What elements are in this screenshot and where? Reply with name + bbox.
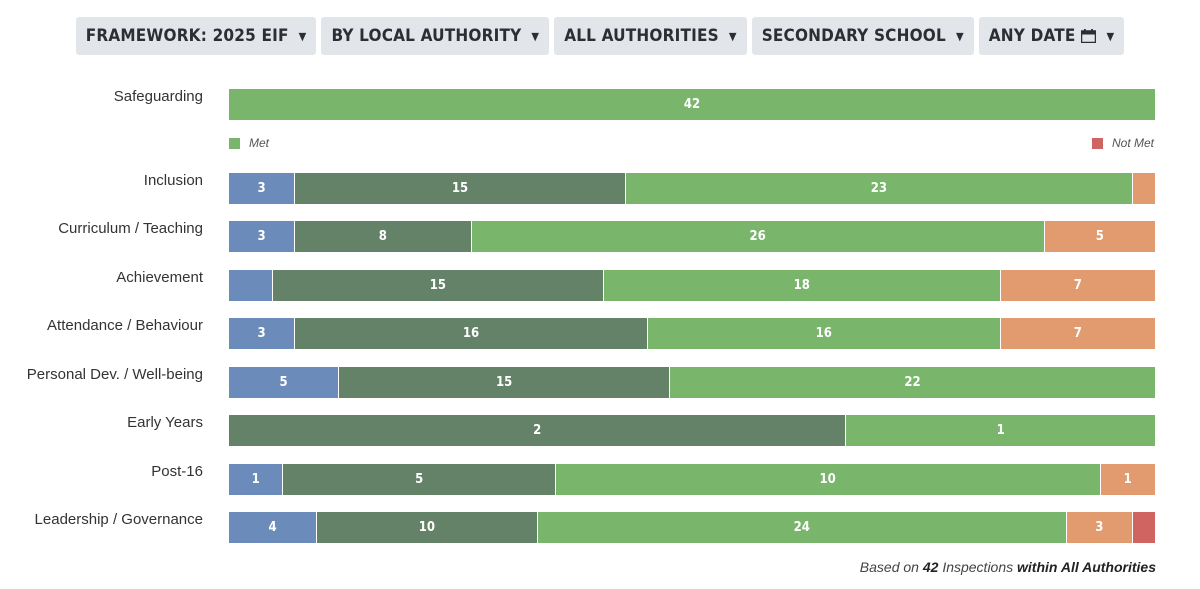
- bar-segment-orange[interactable]: 7: [1000, 270, 1155, 301]
- bar-segment-green[interactable]: 18: [603, 270, 1001, 301]
- calendar-icon: [1081, 29, 1097, 43]
- stacked-bar: 1 5 10 1: [229, 464, 1155, 495]
- filter-bar: FRAMEWORK: 2025 EIF ▼ BY LOCAL AUTHORITY ▼ A…: [0, 17, 1200, 55]
- bar-segment-blue[interactable]: 3: [229, 173, 296, 204]
- filter-label: BY LOCAL AUTHORITY: [331, 26, 522, 46]
- bar-segment-darkgreen[interactable]: 15: [295, 173, 626, 204]
- bar-segment-green[interactable]: 24: [537, 512, 1067, 543]
- stacked-bar: 42: [229, 89, 1155, 120]
- summary-count: 42: [922, 559, 939, 575]
- summary-prefix: Based on: [859, 559, 919, 575]
- bar-segment-orange[interactable]: 3: [1066, 512, 1133, 543]
- bar-segment-orange[interactable]: [1132, 173, 1155, 204]
- caret-down-icon: ▼: [1106, 29, 1115, 43]
- bar-segment-blue[interactable]: 3: [229, 318, 296, 349]
- caret-down-icon: ▼: [298, 29, 307, 43]
- caret-down-icon: ▼: [531, 29, 540, 43]
- bar-segment-orange[interactable]: 5: [1044, 221, 1155, 252]
- bar-segment-blue[interactable]: 5: [229, 367, 340, 398]
- category-label: Achievement: [116, 269, 203, 286]
- bar-segment-darkgreen[interactable]: 2: [229, 415, 847, 446]
- filter-dropdown-2[interactable]: ALL AUTHORITIES ▼: [554, 17, 747, 55]
- category-label: Personal Dev. / Well-being: [26, 366, 203, 383]
- filter-dropdown-1[interactable]: BY LOCAL AUTHORITY ▼: [321, 17, 550, 55]
- legend-not-met-swatch: [1092, 137, 1103, 149]
- legend-not-met: Not Met: [1092, 136, 1154, 150]
- bar-segment-darkgreen[interactable]: 16: [295, 318, 648, 349]
- filter-dropdown-4[interactable]: ANY DATE ▼: [978, 17, 1125, 55]
- category-label: Attendance / Behaviour: [47, 317, 203, 334]
- stacked-bar: 3 8 26 5: [229, 221, 1155, 252]
- legend-met-swatch: [229, 137, 240, 149]
- filter-label: ALL AUTHORITIES: [564, 26, 719, 46]
- category-label: Safeguarding: [113, 88, 203, 105]
- bar-segment-darkgreen[interactable]: 15: [273, 270, 604, 301]
- stacked-bar: 5 15 22: [229, 367, 1155, 398]
- bar-segment-darkgreen[interactable]: 15: [339, 367, 670, 398]
- filter-label: SECONDARY SCHOOL: [761, 26, 946, 46]
- bar-segment-darkgreen[interactable]: 5: [283, 464, 556, 495]
- filter-label: FRAMEWORK: 2025 EIF: [85, 26, 289, 46]
- category-label: Inclusion: [143, 172, 203, 189]
- legend-met: Met: [229, 136, 269, 150]
- bar-segment-darkgreen[interactable]: 10: [317, 512, 538, 543]
- bar-segment-orange[interactable]: 7: [1000, 318, 1155, 349]
- caret-down-icon: ▼: [955, 29, 964, 43]
- bar-segment-blue[interactable]: [229, 270, 274, 301]
- legend-met-label: Met: [249, 136, 270, 150]
- category-label: Curriculum / Teaching: [58, 220, 203, 237]
- summary-scope: within All Authorities: [1017, 559, 1156, 575]
- bar-segment-green[interactable]: 22: [669, 367, 1155, 398]
- summary-middle: Inspections: [942, 559, 1014, 575]
- bar-segment-green[interactable]: 10: [555, 464, 1101, 495]
- caret-down-icon: ▼: [728, 29, 737, 43]
- bar-segment-red[interactable]: [1132, 512, 1155, 543]
- bar-segment-darkgreen[interactable]: 8: [295, 221, 472, 252]
- bar-segment-orange[interactable]: 1: [1100, 464, 1155, 495]
- bar-segment-green[interactable]: 26: [471, 221, 1045, 252]
- bar-segment-green[interactable]: 23: [625, 173, 1133, 204]
- category-label: Post-16: [151, 463, 203, 480]
- bar-segment-green[interactable]: 42: [229, 89, 1155, 120]
- legend-not-met-label: Not Met: [1112, 136, 1155, 150]
- bar-segment-blue[interactable]: 1: [229, 464, 284, 495]
- filter-dropdown-0[interactable]: FRAMEWORK: 2025 EIF ▼: [75, 17, 317, 55]
- category-label: Early Years: [127, 414, 203, 431]
- filter-label: ANY DATE: [988, 26, 1076, 46]
- bar-segment-blue[interactable]: 4: [229, 512, 318, 543]
- bar-segment-green[interactable]: 16: [647, 318, 1001, 349]
- bar-segment-blue[interactable]: 3: [229, 221, 296, 252]
- stacked-bar: 15 18 7: [229, 270, 1155, 301]
- category-label: Leadership / Governance: [34, 511, 203, 528]
- stacked-bar: 4 10 24 3: [229, 512, 1155, 543]
- stacked-bar: 3 16 16 7: [229, 318, 1155, 349]
- stacked-bar: 3 15 23: [229, 173, 1155, 204]
- filter-dropdown-3[interactable]: SECONDARY SCHOOL ▼: [751, 17, 974, 55]
- bar-segment-green[interactable]: 1: [846, 415, 1155, 446]
- inspections-summary: Based on 42 Inspections within All Autho…: [860, 559, 1156, 575]
